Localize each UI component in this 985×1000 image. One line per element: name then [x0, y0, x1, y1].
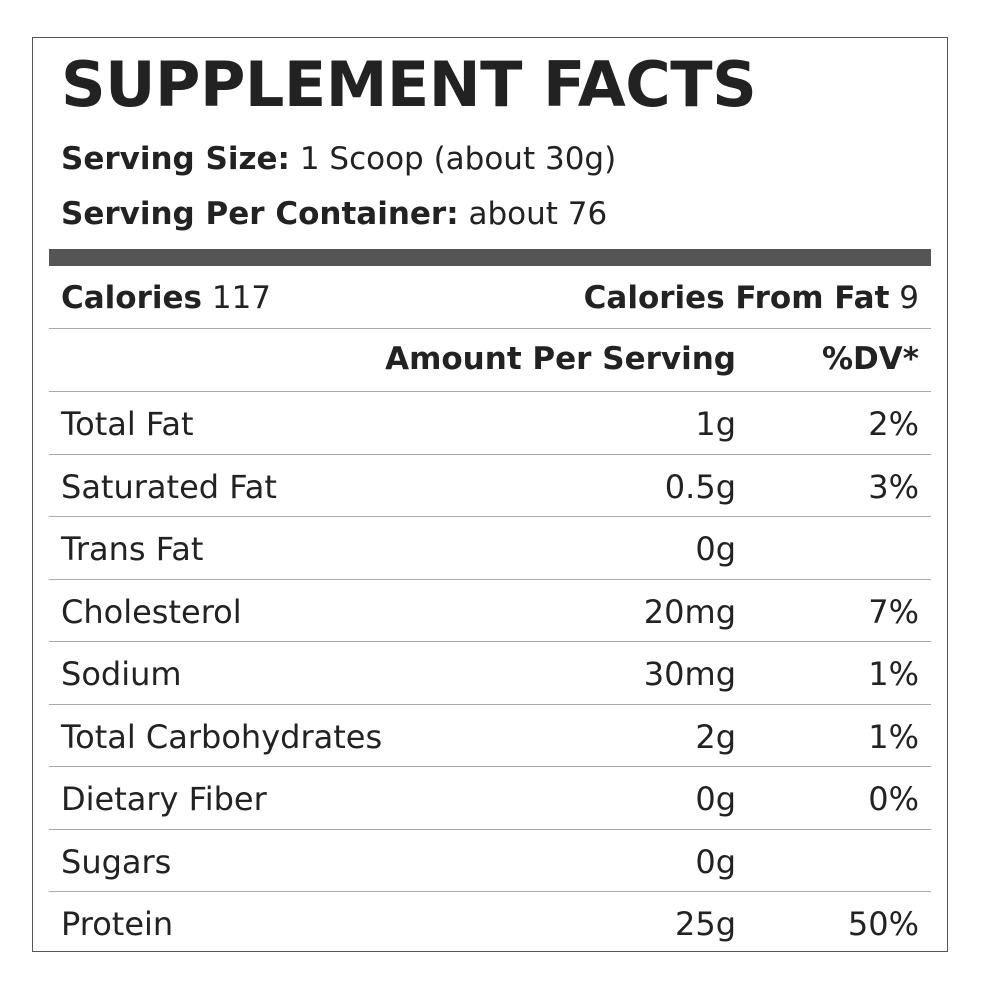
servings-per-container-line: Serving Per Container: about 76	[61, 199, 607, 230]
nutrient-name: Dietary Fiber	[61, 780, 267, 818]
supplement-facts-panel: SUPPLEMENT FACTS Serving Size: 1 Scoop (…	[32, 37, 948, 952]
nutrient-name: Protein	[61, 905, 174, 943]
nutrient-name: Cholesterol	[61, 592, 242, 631]
nutrient-dv: 7%	[868, 592, 919, 631]
daily-value-header: %DV*	[822, 341, 919, 377]
table-row: Sodium 30mg 1%	[49, 642, 931, 705]
nutrient-amount: 1g	[695, 405, 736, 443]
nutrient-name: Sugars	[61, 842, 172, 881]
calories-from-fat-value: 9	[899, 280, 919, 316]
nutrient-amount: 0g	[695, 780, 736, 818]
nutrient-dv: 50%	[847, 905, 919, 943]
nutrient-name: Total Carbohydrates	[61, 717, 383, 756]
nutrient-name: Trans Fat	[61, 530, 204, 568]
table-row: Total Fat 1g 2%	[49, 392, 931, 455]
servings-per-container-value: about 76	[468, 196, 608, 232]
nutrient-amount: 25g	[674, 905, 736, 943]
nutrient-table: Total Fat 1g 2% Saturated Fat 0.5g 3% Tr…	[49, 392, 931, 955]
nutrient-dv: 3%	[868, 467, 919, 506]
table-row: Trans Fat 0g	[49, 517, 931, 580]
column-header-row: Amount Per Serving %DV*	[49, 329, 931, 392]
nutrient-name: Saturated Fat	[61, 467, 277, 506]
calories-row: Calories 117 Calories From Fat 9	[49, 266, 931, 329]
nutrient-amount: 0g	[695, 530, 736, 568]
table-row: Sugars 0g	[49, 830, 931, 892]
calories-value: 117	[211, 280, 272, 316]
thick-divider-bar	[49, 249, 931, 266]
table-row: Total Carbohydrates 2g 1%	[49, 705, 931, 767]
nutrient-amount: 0g	[695, 842, 736, 881]
nutrient-name: Total Fat	[61, 405, 194, 443]
calories-cell: Calories 117	[61, 280, 271, 316]
serving-size-value: 1 Scoop (about 30g)	[299, 141, 617, 177]
serving-size-line: Serving Size: 1 Scoop (about 30g)	[61, 144, 616, 175]
calories-label: Calories	[61, 280, 202, 316]
table-row: Cholesterol 20mg 7%	[49, 580, 931, 642]
nutrient-dv: 0%	[868, 780, 919, 818]
calories-from-fat-label: Calories From Fat	[583, 280, 890, 316]
nutrient-dv: 2%	[868, 405, 919, 443]
amount-per-serving-header: Amount Per Serving	[385, 341, 736, 377]
nutrient-dv: 1%	[868, 717, 919, 756]
label-title: SUPPLEMENT FACTS	[61, 48, 757, 121]
serving-size-label: Serving Size:	[61, 141, 290, 177]
calories-from-fat-cell: Calories From Fat 9	[584, 280, 919, 316]
nutrient-amount: 20mg	[643, 592, 736, 631]
nutrient-amount: 30mg	[643, 655, 736, 693]
nutrient-name: Sodium	[61, 655, 182, 693]
table-row: Protein 25g 50%	[49, 892, 931, 955]
nutrient-amount: 2g	[695, 717, 736, 756]
table-row: Saturated Fat 0.5g 3%	[49, 455, 931, 517]
nutrient-amount: 0.5g	[664, 467, 736, 506]
nutrient-dv: 1%	[868, 655, 919, 693]
servings-per-container-label: Serving Per Container:	[61, 196, 459, 232]
table-row: Dietary Fiber 0g 0%	[49, 767, 931, 830]
